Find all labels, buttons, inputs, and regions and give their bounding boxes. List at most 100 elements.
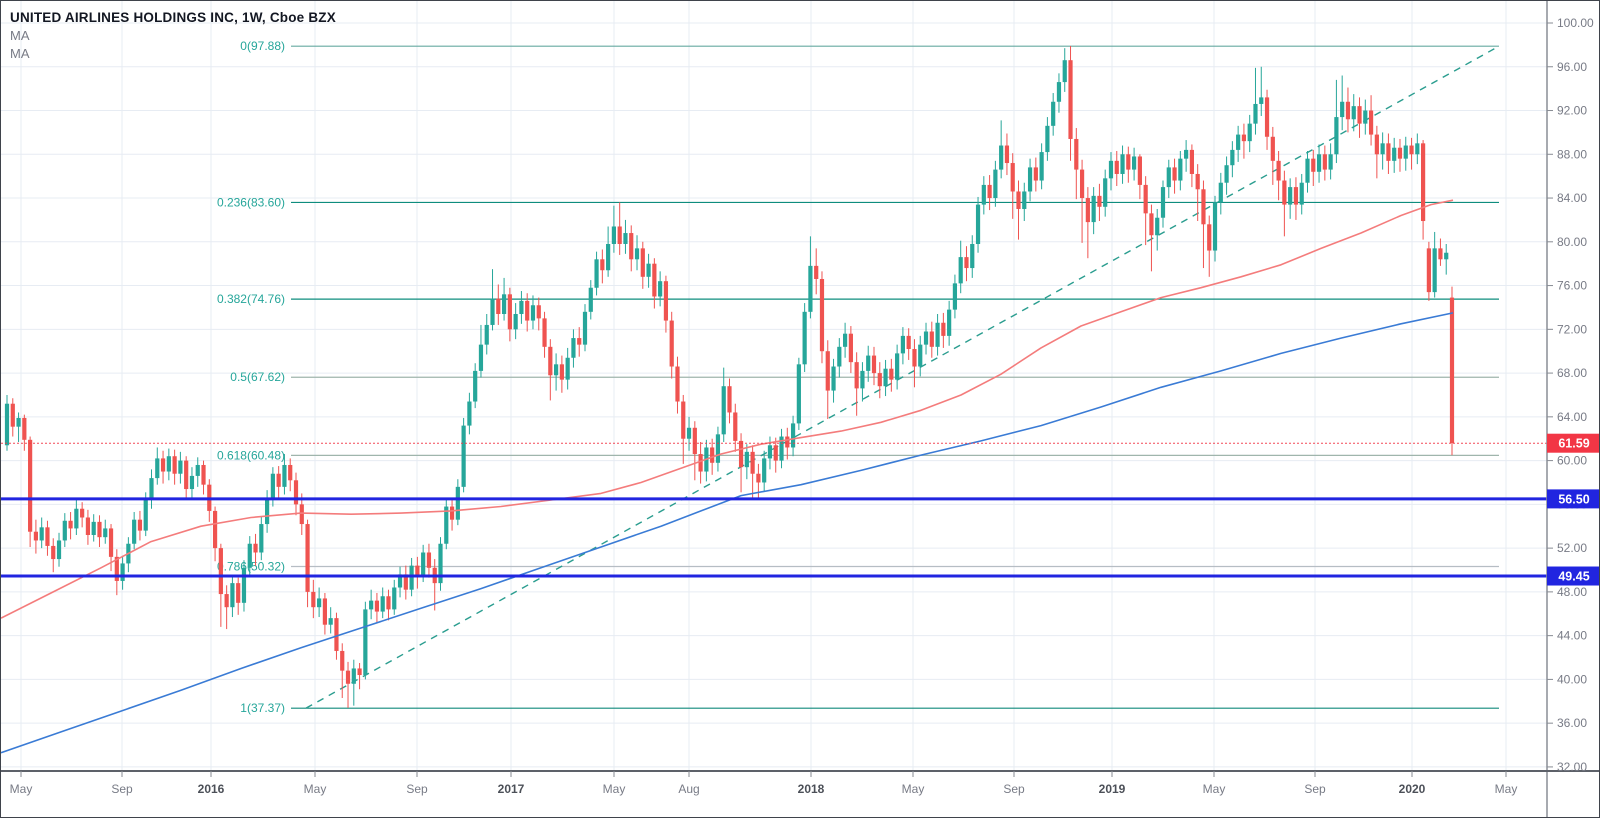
symbol-title[interactable]: UNITED AIRLINES HOLDINGS INC, 1W, Cboe B… xyxy=(10,10,336,25)
candle xyxy=(1207,224,1212,251)
candle xyxy=(900,335,905,354)
grid-layer xyxy=(1,1,1547,771)
candle xyxy=(1374,134,1379,155)
candle xyxy=(1236,134,1241,150)
candle xyxy=(1033,167,1038,181)
candle xyxy=(22,417,27,440)
candle xyxy=(756,473,761,483)
candle xyxy=(975,204,981,244)
candle xyxy=(941,322,946,336)
ma-indicator-label-1[interactable]: MA xyxy=(10,28,30,43)
candle xyxy=(883,368,888,387)
candle xyxy=(236,583,241,603)
candle xyxy=(299,504,304,525)
candle xyxy=(698,454,703,472)
candle xyxy=(843,333,848,347)
candle xyxy=(1311,158,1316,172)
candle xyxy=(1097,195,1102,207)
candle xyxy=(877,373,882,387)
price-axis[interactable] xyxy=(1547,1,1600,818)
candle xyxy=(1056,82,1062,102)
candle xyxy=(108,528,114,557)
candle xyxy=(155,458,160,479)
candle xyxy=(288,464,293,481)
candle xyxy=(1022,191,1027,209)
candle xyxy=(594,259,599,288)
candle xyxy=(669,320,674,367)
trend-line[interactable] xyxy=(305,45,1500,709)
candle xyxy=(334,618,339,651)
price-tick-label: 44.00 xyxy=(1557,629,1587,643)
candle xyxy=(449,506,455,520)
candle xyxy=(201,464,206,485)
time-tick-month-label: Sep xyxy=(1304,782,1326,796)
candle xyxy=(363,609,368,676)
candle xyxy=(935,322,940,347)
candle xyxy=(1172,167,1177,181)
candle xyxy=(1288,187,1293,205)
candle xyxy=(964,257,969,269)
candle xyxy=(1305,158,1310,183)
ma-fast-line[interactable] xyxy=(1,199,1454,619)
candle xyxy=(582,311,588,345)
candle xyxy=(738,440,744,468)
candle xyxy=(733,412,738,441)
candle xyxy=(658,281,663,297)
candle xyxy=(577,338,582,345)
candle xyxy=(160,458,166,472)
candle xyxy=(825,351,830,391)
candle xyxy=(663,281,669,321)
ma-slow-line[interactable] xyxy=(1,312,1454,754)
candle xyxy=(970,243,975,269)
candle xyxy=(10,403,15,427)
candle xyxy=(640,248,645,277)
candle xyxy=(426,552,432,568)
candle xyxy=(1363,110,1368,124)
candle xyxy=(814,265,819,279)
candle xyxy=(866,355,871,371)
candle xyxy=(600,259,605,271)
candle xyxy=(461,425,466,487)
candle xyxy=(767,445,773,459)
time-tick-month-label: Sep xyxy=(406,782,428,796)
price-badge-value: 61.59 xyxy=(1558,437,1589,451)
candle xyxy=(681,401,686,439)
candle xyxy=(871,355,877,374)
candle xyxy=(501,294,507,315)
candle xyxy=(195,464,200,476)
fib-retracement-tool[interactable]: 0(97.88) 0.236(83.60) 0.382(74.76) 0.5(67.6… xyxy=(217,39,1499,715)
candle xyxy=(444,506,449,544)
candle xyxy=(692,427,697,455)
candle xyxy=(438,543,443,584)
candle xyxy=(415,565,420,577)
time-tick-month-label: Sep xyxy=(1003,782,1025,796)
candle xyxy=(33,531,38,541)
candle xyxy=(1212,202,1218,251)
candle xyxy=(1010,163,1015,192)
candle xyxy=(808,265,813,312)
candle xyxy=(1426,248,1431,293)
price-badge xyxy=(1547,489,1599,509)
candle xyxy=(1438,248,1443,260)
candle xyxy=(137,519,143,531)
time-tick-month-label: Sep xyxy=(111,782,133,796)
ma-indicator-label-2[interactable]: MA xyxy=(10,46,30,61)
time-axis[interactable] xyxy=(1,771,1600,818)
candle xyxy=(1421,143,1426,222)
candle xyxy=(39,527,44,541)
candle xyxy=(51,545,56,560)
candle xyxy=(1155,217,1160,236)
price-tick-label: 80.00 xyxy=(1557,235,1587,249)
time-tick-month-label: May xyxy=(10,782,33,796)
price-tick-label: 72.00 xyxy=(1557,322,1587,336)
candle xyxy=(340,650,345,671)
price-tick-label: 60.00 xyxy=(1557,454,1587,468)
candle xyxy=(958,257,963,284)
candle xyxy=(923,331,929,345)
chart-legend: UNITED AIRLINES HOLDINGS INC, 1W, Cboe B… xyxy=(10,9,336,63)
candle xyxy=(484,324,489,345)
candle xyxy=(565,357,570,380)
candle xyxy=(947,309,952,336)
